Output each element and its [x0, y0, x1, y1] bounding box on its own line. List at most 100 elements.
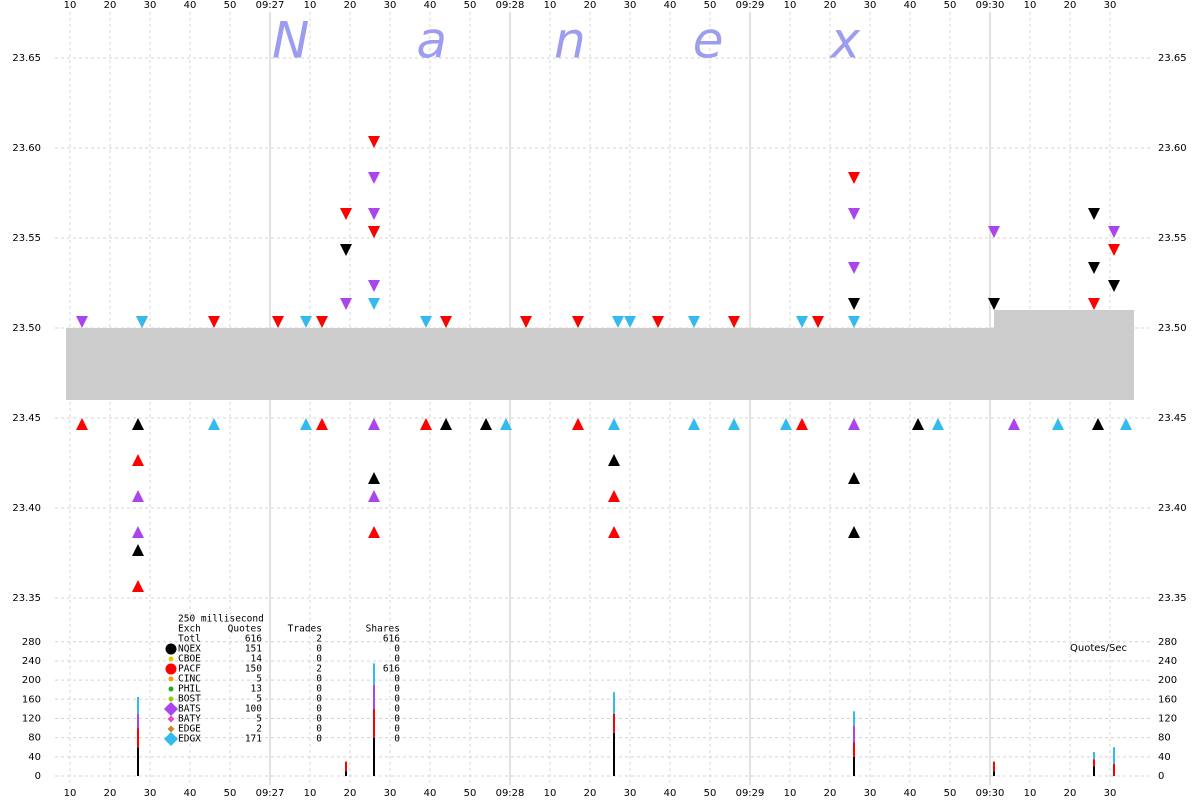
legend-header: Quotes: [228, 624, 262, 635]
y-tick-label: 23.65: [1158, 53, 1187, 64]
legend-title: 250 millisecond: [178, 614, 264, 625]
y-tick-label: 23.55: [12, 233, 41, 244]
x-tick-label: 40: [664, 0, 677, 11]
ask-quote: [652, 316, 664, 328]
qps-bar: [613, 692, 615, 714]
legend-marker: [165, 663, 177, 675]
legend-value: 5: [256, 714, 262, 725]
y-tick-label: 40: [28, 752, 41, 763]
x-tick-label: 30: [624, 0, 637, 11]
bid-quote: [132, 418, 144, 430]
legend-value: 0: [316, 714, 322, 725]
qps-bar: [853, 756, 855, 776]
spread-band: [66, 328, 994, 400]
ask-quote: [1088, 298, 1100, 310]
x-tick-label: 30: [864, 0, 877, 11]
y-tick-label: 23.50: [12, 323, 41, 334]
bid-quote: [608, 490, 620, 502]
legend-value: 171: [245, 734, 262, 745]
bid-quote: [728, 418, 740, 430]
y-tick-label: 23.60: [1158, 143, 1187, 154]
ask-quote: [368, 226, 380, 238]
bid-quote: [500, 418, 512, 430]
legend-exch: EDGX: [178, 734, 201, 745]
bid-quote: [796, 418, 808, 430]
y-tick-label: 120: [22, 713, 41, 724]
legend-value: 616: [383, 664, 400, 675]
legend-marker: [168, 696, 174, 702]
legend-value: 151: [245, 644, 262, 655]
legend-value: 0: [316, 704, 322, 715]
legend-value: 0: [316, 674, 322, 685]
ask-quote: [728, 316, 740, 328]
x-tick-label: 50: [704, 0, 717, 11]
ask-quote: [988, 298, 1000, 310]
x-tick-label: 40: [664, 788, 677, 799]
bid-quote: [132, 544, 144, 556]
legend-value: 0: [394, 654, 400, 665]
ask-quote: [440, 316, 452, 328]
legend-exch: CBOE: [178, 654, 201, 665]
y-tick-label: 23.45: [1158, 413, 1187, 424]
y-tick-label: 160: [1158, 694, 1177, 705]
legend-value: 14: [251, 654, 263, 665]
ask-quote: [76, 316, 88, 328]
x-tick-label: 10: [784, 0, 797, 11]
bid-quote: [420, 418, 432, 430]
qps-bar: [137, 747, 139, 776]
x-tick-label: 40: [904, 788, 917, 799]
ask-quote: [420, 316, 432, 328]
bid-quote: [132, 490, 144, 502]
ask-quote: [368, 208, 380, 220]
watermark: Nanex: [272, 12, 967, 70]
bid-quote: [368, 418, 380, 430]
bid-quote: [480, 418, 492, 430]
qps-bar: [345, 771, 347, 776]
legend-exch: BATY: [178, 714, 201, 725]
qps-bar: [1113, 764, 1115, 776]
x-tick-label: 20: [1064, 788, 1077, 799]
bid-quote: [848, 472, 860, 484]
x-tick-label: 50: [464, 0, 477, 11]
y-tick-label: 40: [1158, 752, 1171, 763]
bid-quote: [440, 418, 452, 430]
bid-quote: [1008, 418, 1020, 430]
ask-quote: [1088, 208, 1100, 220]
ask-quote: [316, 316, 328, 328]
x-tick-label: 09:28: [496, 788, 525, 799]
ask-quote: [848, 316, 860, 328]
ask-quote: [1108, 280, 1120, 292]
legend-value: 2: [256, 724, 262, 735]
y-tick-label: 200: [22, 675, 41, 686]
y-tick-label: 0: [35, 771, 41, 782]
bid-quote: [208, 418, 220, 430]
bid-quote: [368, 526, 380, 538]
legend-value: 0: [316, 724, 322, 735]
qps-bar: [613, 732, 615, 776]
y-tick-label: 23.60: [12, 143, 41, 154]
qps-bar: [373, 684, 375, 709]
y-tick-label: 280: [1158, 637, 1177, 648]
legend-value: 5: [256, 674, 262, 685]
x-tick-label: 10: [544, 788, 557, 799]
bid-quote: [608, 418, 620, 430]
bid-quote: [608, 454, 620, 466]
x-tick-label: 20: [824, 0, 837, 11]
ask-quote: [368, 136, 380, 148]
y-tick-label: 160: [22, 694, 41, 705]
x-tick-label: 50: [224, 0, 237, 11]
legend-marker: [168, 676, 174, 682]
ask-quote: [136, 316, 148, 328]
qps-bar: [853, 725, 855, 743]
x-tick-label: 40: [424, 788, 437, 799]
ask-quote: [368, 280, 380, 292]
ask-quote: [300, 316, 312, 328]
legend-value: 0: [316, 654, 322, 665]
bid-quote: [300, 418, 312, 430]
x-tick-label: 20: [584, 0, 597, 11]
qps-bar: [1113, 747, 1115, 765]
legend-marker: [164, 732, 178, 746]
legend-value: 0: [394, 644, 400, 655]
x-tick-label: 10: [1024, 788, 1037, 799]
x-tick-label: 30: [144, 788, 157, 799]
